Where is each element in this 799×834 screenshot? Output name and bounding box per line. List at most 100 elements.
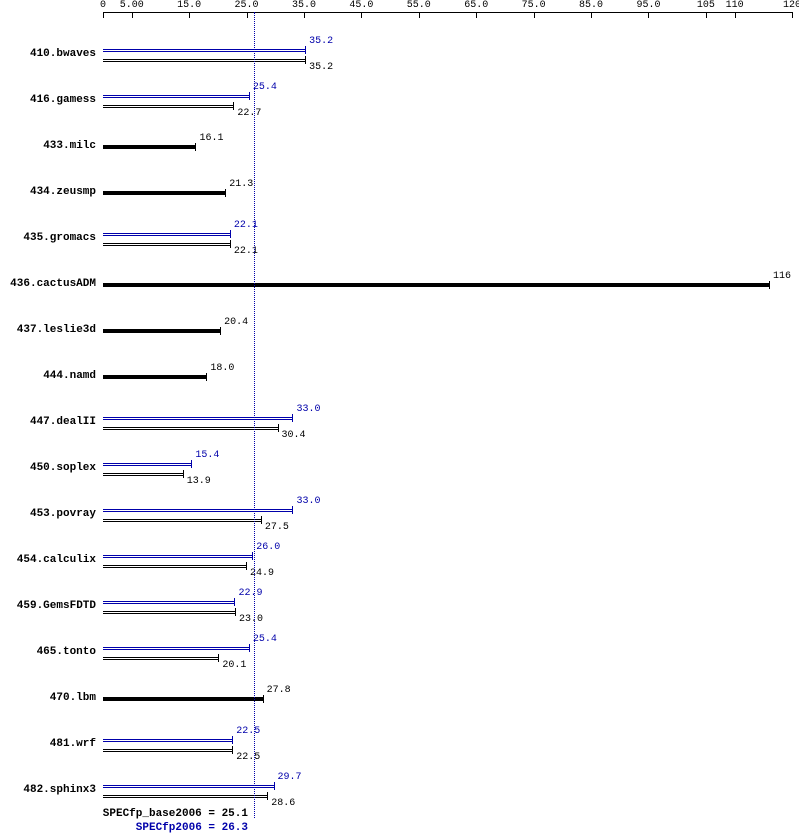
benchmark-label: 450.soplex <box>0 462 96 474</box>
base-value-label: 21.3 <box>229 179 253 190</box>
x-axis-tick-label: 110 <box>726 0 744 11</box>
peak-value-label: 22.9 <box>238 588 262 599</box>
peak-value-label: 26.0 <box>256 542 280 553</box>
peak-bar-tick <box>230 230 231 238</box>
base-value-label: 27.5 <box>265 522 289 533</box>
peak-value-label: 29.7 <box>278 772 302 783</box>
x-axis-tick <box>706 12 707 18</box>
base-bar <box>103 329 220 333</box>
base-bar-tick <box>263 695 264 703</box>
benchmark-label: 459.GemsFDTD <box>0 600 96 612</box>
base-value-label: 35.2 <box>309 62 333 73</box>
peak-bar <box>103 49 305 52</box>
base-bar-tick <box>232 746 233 754</box>
peak-bar <box>103 647 249 650</box>
x-axis-tick-label: 55.0 <box>407 0 431 11</box>
peak-value-label: 15.4 <box>195 450 219 461</box>
base-value-label: 22.7 <box>237 108 261 119</box>
x-axis-tick <box>189 12 190 18</box>
base-bar-tick <box>183 470 184 478</box>
peak-bar-tick <box>191 460 192 468</box>
benchmark-label: 482.sphinx3 <box>0 784 96 796</box>
peak-bar-tick <box>232 736 233 744</box>
benchmark-label: 454.calculix <box>0 554 96 566</box>
benchmark-label: 465.tonto <box>0 646 96 658</box>
x-axis-tick <box>792 12 793 18</box>
base-bar <box>103 697 263 701</box>
base-bar-tick <box>769 281 770 289</box>
x-axis-tick-label: 0 <box>100 0 106 11</box>
peak-bar-tick <box>249 644 250 652</box>
base-bar <box>103 519 261 522</box>
peak-bar-tick <box>249 92 250 100</box>
x-axis-tick-label: 65.0 <box>464 0 488 11</box>
base-bar-tick <box>225 189 226 197</box>
base-bar <box>103 243 230 246</box>
benchmark-label: 437.leslie3d <box>0 324 96 336</box>
peak-bar <box>103 417 292 420</box>
x-axis-tick <box>132 12 133 18</box>
base-bar-tick <box>246 562 247 570</box>
x-axis-tick <box>735 12 736 18</box>
base-bar <box>103 59 305 62</box>
base-value-label: 18.0 <box>210 363 234 374</box>
base-bar-tick <box>278 424 279 432</box>
base-value-label: 28.6 <box>271 798 295 809</box>
base-value-label: 116 <box>773 271 791 282</box>
base-bar-tick <box>218 654 219 662</box>
base-value-label: 27.8 <box>267 685 291 696</box>
benchmark-label: 416.gamess <box>0 94 96 106</box>
peak-value-label: 35.2 <box>309 36 333 47</box>
base-bar-tick <box>220 327 221 335</box>
x-axis-tick-label: 15.0 <box>177 0 201 11</box>
x-axis-tick-label: 75.0 <box>522 0 546 11</box>
benchmark-label: 436.cactusADM <box>0 278 96 290</box>
base-bar <box>103 473 183 476</box>
peak-bar <box>103 785 274 788</box>
base-bar <box>103 795 267 798</box>
base-bar <box>103 145 195 149</box>
benchmark-label: 444.namd <box>0 370 96 382</box>
x-axis-tick <box>103 12 104 18</box>
x-axis-tick <box>304 12 305 18</box>
peak-bar-tick <box>292 506 293 514</box>
peak-bar <box>103 555 252 558</box>
base-value-label: 30.4 <box>282 430 306 441</box>
base-bar-tick <box>261 516 262 524</box>
x-axis-tick-label: 95.0 <box>636 0 660 11</box>
peak-bar <box>103 509 292 512</box>
peak-value-label: 25.4 <box>253 82 277 93</box>
peak-bar-tick <box>234 598 235 606</box>
base-bar-tick <box>235 608 236 616</box>
x-axis-tick <box>419 12 420 18</box>
x-axis-tick-label: 120 <box>783 0 799 11</box>
spec-chart: 05.0015.025.035.045.055.065.075.085.095.… <box>0 0 799 831</box>
x-axis-tick <box>476 12 477 18</box>
x-axis-tick <box>534 12 535 18</box>
base-value-label: 16.1 <box>199 133 223 144</box>
x-axis-tick <box>591 12 592 18</box>
base-value-label: 13.9 <box>187 476 211 487</box>
x-axis-tick-label: 85.0 <box>579 0 603 11</box>
benchmark-label: 435.gromacs <box>0 232 96 244</box>
base-bar <box>103 565 246 568</box>
peak-bar <box>103 601 234 604</box>
x-axis-line <box>103 12 792 13</box>
base-bar-tick <box>233 102 234 110</box>
benchmark-label: 434.zeusmp <box>0 186 96 198</box>
summary-peak-label: SPECfp2006 = 26.3 <box>0 822 248 834</box>
base-bar <box>103 611 235 614</box>
summary-base-label: SPECfp_base2006 = 25.1 <box>0 808 248 820</box>
base-bar-tick <box>195 143 196 151</box>
peak-value-label: 33.0 <box>296 496 320 507</box>
peak-value-label: 25.4 <box>253 634 277 645</box>
benchmark-label: 433.milc <box>0 140 96 152</box>
base-bar-tick <box>206 373 207 381</box>
base-value-label: 23.0 <box>239 614 263 625</box>
peak-bar <box>103 463 191 466</box>
benchmark-label: 447.dealII <box>0 416 96 428</box>
peak-bar <box>103 233 230 236</box>
benchmark-label: 410.bwaves <box>0 48 96 60</box>
base-bar <box>103 375 206 379</box>
x-axis-tick <box>247 12 248 18</box>
